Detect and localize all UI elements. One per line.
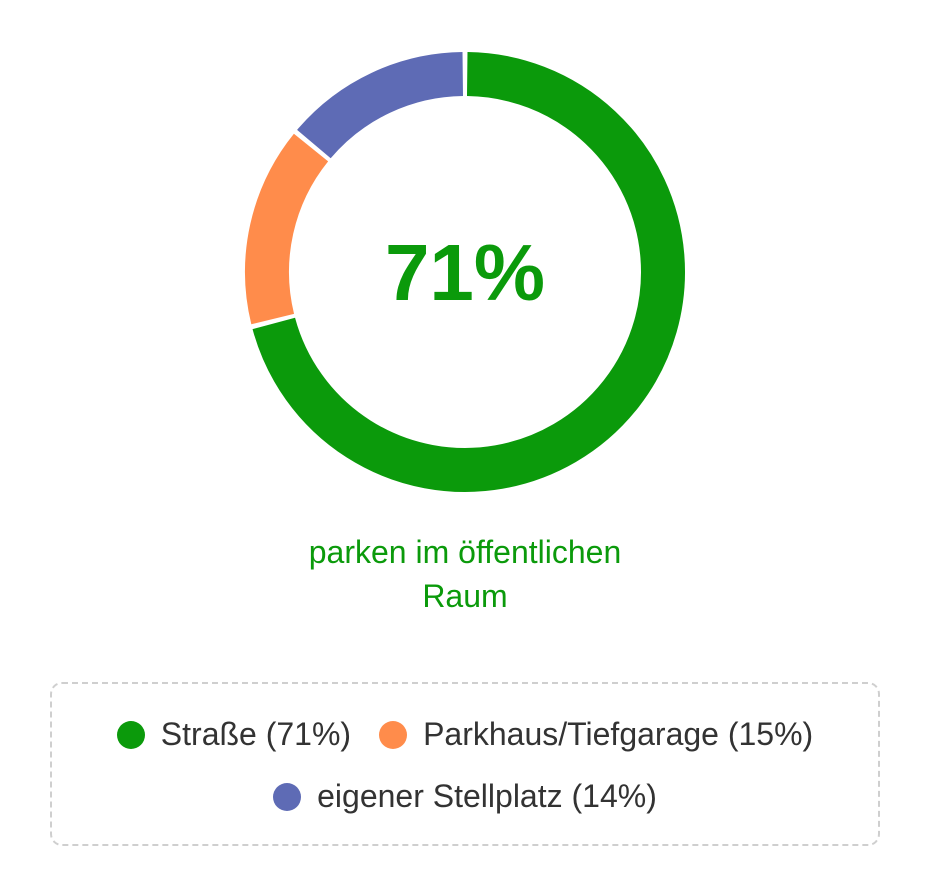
legend-item-stellplatz[interactable]: eigener Stellplatz (14%) xyxy=(273,778,657,815)
chart-legend: Straße (71%) Parkhaus/Tiefgarage (15%) e… xyxy=(50,682,880,846)
donut-slice-eigener-stellplatz[interactable] xyxy=(297,52,464,159)
legend-dot-stellplatz xyxy=(273,782,302,811)
legend-item-strasse[interactable]: Straße (71%) xyxy=(116,716,352,753)
legend-row: Straße (71%) Parkhaus/Tiefgarage (15%) xyxy=(52,716,878,753)
donut-chart: 71% xyxy=(245,52,685,492)
donut-slice-parkhaus-tiefgarage[interactable] xyxy=(245,133,329,325)
donut-slice-strasse[interactable] xyxy=(252,52,685,492)
legend-dot-parkhaus xyxy=(379,720,408,749)
legend-label-strasse: Straße (71%) xyxy=(160,716,352,752)
legend-item-parkhaus[interactable]: Parkhaus/Tiefgarage (15%) xyxy=(379,716,813,753)
donut-slices xyxy=(245,52,685,492)
legend-label-stellplatz: eigener Stellplatz (14%) xyxy=(317,778,657,814)
legend-row: eigener Stellplatz (14%) xyxy=(52,778,878,815)
donut-center-percentage: 71% xyxy=(385,228,545,317)
legend-dot-strasse xyxy=(116,720,145,749)
chart-caption-line-2: Raum xyxy=(422,578,508,614)
chart-caption-line-1: parken im öffentlichen xyxy=(308,534,622,570)
legend-label-parkhaus: Parkhaus/Tiefgarage (15%) xyxy=(423,716,814,752)
